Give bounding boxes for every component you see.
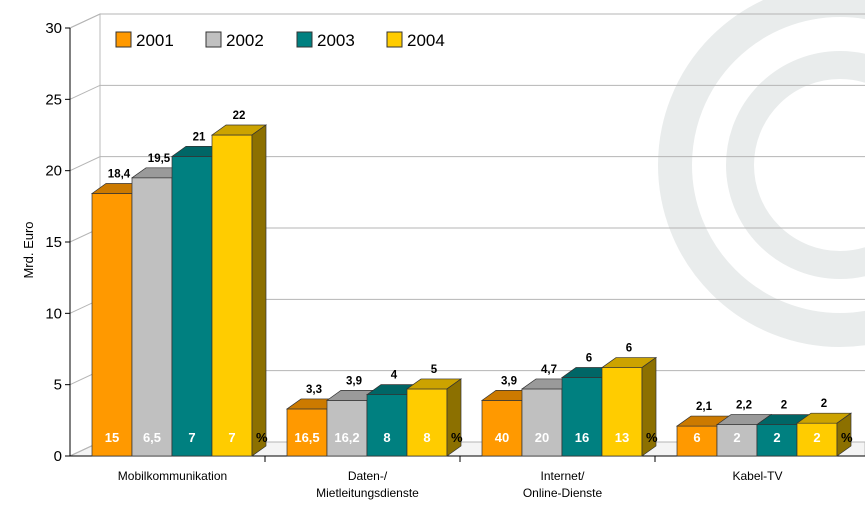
- bar-value-label: 4,7: [541, 364, 557, 376]
- gridline: [69, 13, 865, 29]
- bar-percent-label: 2: [733, 430, 740, 445]
- bar-percent-label: 7: [188, 430, 195, 445]
- bar-value-label: 6: [586, 353, 592, 365]
- bar-percent-label: 7: [228, 430, 235, 445]
- bar-percent-label: 16,5: [294, 430, 319, 445]
- legend-label: 2004: [407, 31, 445, 50]
- bar-value-label: 6: [626, 343, 632, 355]
- watermark-ring-outer: [658, 0, 865, 347]
- bar-value-label: 4: [391, 370, 398, 382]
- bar-percent-label: 13: [615, 430, 629, 445]
- gridline: [69, 156, 865, 172]
- x-category-labels: Mobilkommunikation Daten-/Mietleitungsdie…: [118, 469, 783, 500]
- bar: [405, 378, 463, 457]
- bar-percent-label: 6,5: [143, 430, 161, 445]
- bar-percent-label: 16: [575, 430, 589, 445]
- legend-item: 2001: [115, 31, 174, 50]
- y-tick-label: 10: [45, 305, 62, 322]
- bar: [210, 124, 268, 457]
- y-tick-label: 0: [54, 448, 62, 465]
- bar: [600, 356, 658, 457]
- legend-swatch: [386, 31, 403, 48]
- legend-label: 2002: [226, 31, 264, 50]
- bar-value-label: 2,1: [696, 401, 713, 413]
- watermark-ring-inner: [726, 51, 865, 279]
- bar-value-label: 2,2: [736, 400, 752, 412]
- bar-percent-label: 8: [423, 430, 430, 445]
- bar-value-label: 2: [821, 398, 827, 410]
- bar: [795, 412, 853, 457]
- bar-percent-label: 20: [535, 430, 549, 445]
- watermark-rings: [658, 0, 865, 347]
- bar-percent-label: 2: [773, 430, 780, 445]
- percent-sign: %: [841, 430, 853, 445]
- legend-label: 2003: [317, 31, 355, 50]
- bar-value-label: 3,3: [306, 384, 322, 396]
- x-category-label: Kabel-TV: [732, 469, 782, 483]
- bar-value-label: 2: [781, 400, 787, 412]
- bar-percent-label: 8: [383, 430, 390, 445]
- bar-value-label: 5: [431, 364, 438, 376]
- x-category-label: Daten-/Mietleitungsdienste: [316, 469, 419, 500]
- bar: [715, 413, 773, 457]
- legend: 2001 2002 2003 2004: [115, 31, 445, 50]
- legend-item: 2002: [205, 31, 264, 50]
- y-tick-label: 5: [54, 377, 62, 394]
- bar-percent-label: 15: [105, 430, 119, 445]
- bar-percent-label: 2: [813, 430, 820, 445]
- bar-value-label: 3,9: [346, 375, 362, 387]
- y-tick-label: 15: [45, 234, 62, 251]
- legend-swatch: [115, 31, 132, 48]
- percent-sign: %: [451, 430, 463, 445]
- bar-value-label: 21: [193, 131, 206, 143]
- bar-value-label: 22: [233, 110, 246, 122]
- percent-sign: %: [256, 430, 268, 445]
- gridline: [69, 84, 865, 100]
- legend-swatch: [296, 31, 313, 48]
- legend-label: 2001: [136, 31, 174, 50]
- y-tick-label: 20: [45, 163, 62, 180]
- legend-swatch: [205, 31, 222, 48]
- y-tick-label: 25: [45, 91, 62, 108]
- x-category-label: Internet/Online-Dienste: [523, 469, 603, 500]
- percent-sign: %: [646, 430, 658, 445]
- legend-item: 2004: [386, 31, 445, 50]
- y-axis-label: Mrd. Euro: [21, 221, 36, 278]
- bar-percent-label: 16,2: [334, 430, 359, 445]
- y-tick-label: 30: [45, 20, 62, 37]
- x-category-label: Mobilkommunikation: [118, 469, 227, 483]
- legend-item: 2003: [296, 31, 355, 50]
- y-tick-labels: 0 5 10 15 20 25 30: [45, 20, 62, 465]
- bar-value-label: 19,5: [148, 153, 171, 165]
- bar-value-label: 3,9: [501, 375, 517, 387]
- bar-percent-label: 6: [693, 430, 700, 445]
- bar-percent-label: 40: [495, 430, 509, 445]
- bar-value-label: 18,4: [108, 168, 131, 180]
